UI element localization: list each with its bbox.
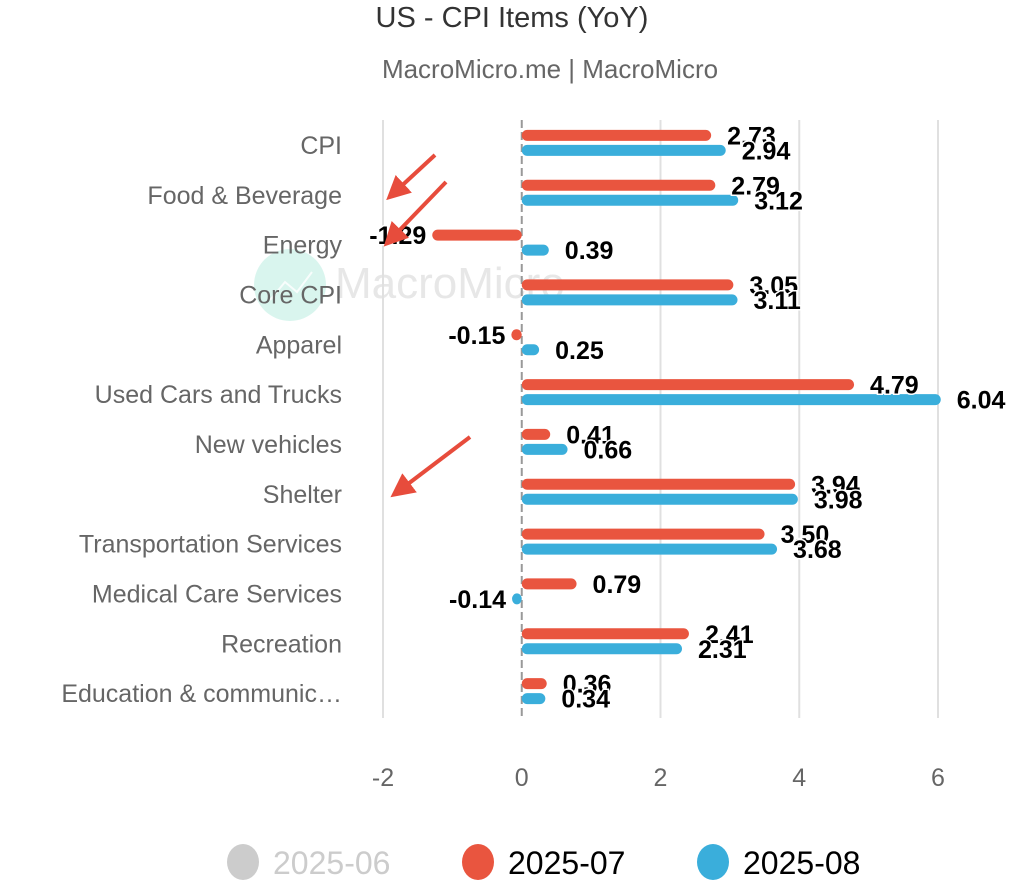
bar-2025-07[interactable]: [521, 129, 712, 141]
bar-2025-07[interactable]: [521, 628, 689, 640]
category-label: Apparel: [256, 331, 342, 359]
data-label: 0.25: [555, 337, 604, 365]
bar-2025-08[interactable]: [521, 693, 546, 705]
bar-2025-08[interactable]: [521, 543, 778, 555]
data-label: 3.11: [754, 287, 801, 315]
data-label: 3.94: [811, 471, 860, 499]
legend-marker-icon: [462, 844, 494, 880]
data-label: 2.31: [698, 636, 747, 664]
data-label: 0.66: [584, 436, 633, 464]
data-label: 2.79: [731, 172, 780, 200]
bar-2025-07[interactable]: [511, 329, 522, 341]
data-label: 3.68: [793, 536, 842, 564]
data-label: 0.39: [565, 237, 614, 265]
data-label: 3.50: [781, 521, 830, 549]
category-label: Core CPI: [239, 281, 342, 309]
legend-label: 2025-06: [273, 845, 390, 881]
data-label: 3.05: [749, 272, 798, 300]
bar-2025-08[interactable]: [521, 443, 568, 455]
data-label: -0.15: [448, 322, 505, 350]
legend-item-2025-07[interactable]: 2025-07: [462, 844, 625, 881]
bar-2025-07[interactable]: [521, 578, 577, 590]
bar-2025-07[interactable]: [521, 678, 547, 690]
annotation-arrow-icon: [386, 153, 437, 201]
annotation-arrow-icon: [390, 435, 472, 498]
data-label: 3.98: [814, 486, 863, 514]
bar-2025-08[interactable]: [521, 394, 941, 406]
data-label: 3.12: [754, 187, 803, 215]
bar-2025-08[interactable]: [521, 294, 738, 306]
bar-2025-07[interactable]: [521, 279, 734, 291]
legend-label: 2025-08: [743, 845, 860, 881]
x-tick-label: 2: [654, 764, 668, 792]
category-label: New vehicles: [195, 431, 342, 459]
bar-2025-08[interactable]: [521, 194, 739, 206]
bar-2025-08[interactable]: [521, 244, 549, 256]
data-label: 2.73: [727, 122, 776, 150]
bar-2025-07[interactable]: [521, 428, 551, 440]
chart-title: US - CPI Items (YoY): [375, 2, 649, 34]
data-label: 0.36: [563, 671, 612, 699]
data-label: 0.34: [561, 686, 610, 714]
legend-item-2025-06[interactable]: 2025-06: [227, 844, 390, 881]
bar-2025-07[interactable]: [521, 478, 796, 490]
bar-2025-08[interactable]: [521, 344, 540, 356]
bar-2025-08[interactable]: [521, 643, 683, 655]
data-label: 4.79: [870, 372, 919, 400]
category-label: Education & communic…: [61, 680, 342, 708]
data-label: 2.94: [742, 137, 791, 165]
category-label: Transportation Services: [79, 531, 342, 559]
bar-2025-07[interactable]: [521, 528, 765, 540]
bar-2025-07[interactable]: [521, 379, 855, 391]
bar-2025-07[interactable]: [432, 229, 522, 241]
legend-marker-icon: [227, 844, 259, 880]
category-label: CPI: [300, 132, 342, 160]
chart-subtitle: MacroMicro.me | MacroMicro: [381, 54, 719, 84]
watermark-chart-icon: [269, 271, 313, 301]
x-tick-label: 6: [931, 764, 945, 792]
data-label: -1.29: [369, 222, 426, 250]
category-label: Energy: [263, 232, 343, 260]
data-label: 0.41: [566, 421, 615, 449]
x-tick-label: 4: [792, 764, 806, 792]
x-tick-label: 0: [515, 764, 529, 792]
bar-2025-08[interactable]: [521, 493, 798, 505]
bar-2025-08[interactable]: [521, 144, 726, 156]
data-label: -0.14: [449, 586, 506, 614]
legend-marker-icon: [697, 844, 729, 880]
legend-item-2025-08[interactable]: 2025-08: [697, 844, 860, 881]
legend-label: 2025-07: [508, 845, 625, 881]
data-label: 6.04: [957, 387, 1006, 415]
category-label: Shelter: [263, 481, 342, 509]
bar-2025-08[interactable]: [512, 593, 522, 605]
x-tick-label: -2: [372, 764, 394, 792]
category-label: Used Cars and Trucks: [95, 381, 342, 409]
category-label: Food & Beverage: [147, 182, 342, 210]
annotation-arrow-icon: [383, 180, 448, 247]
category-label: Recreation: [221, 630, 342, 658]
bar-2025-07[interactable]: [521, 179, 716, 191]
category-label: Medical Care Services: [92, 580, 342, 608]
data-label: 2.41: [705, 621, 754, 649]
data-label: 0.79: [593, 571, 642, 599]
